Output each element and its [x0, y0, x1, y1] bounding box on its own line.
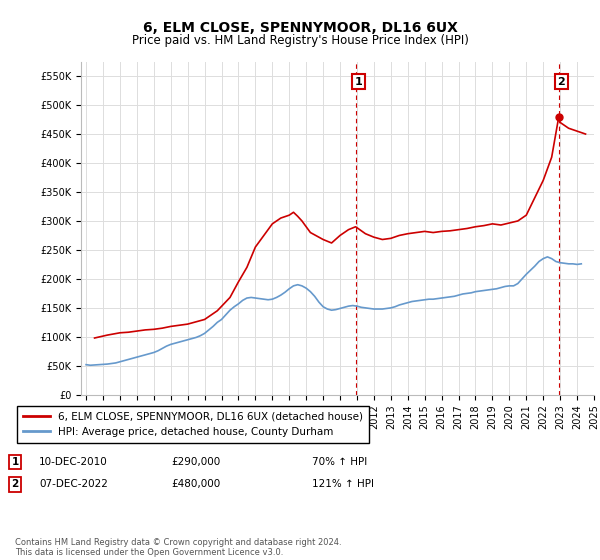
Legend: 6, ELM CLOSE, SPENNYMOOR, DL16 6UX (detached house), HPI: Average price, detache: 6, ELM CLOSE, SPENNYMOOR, DL16 6UX (deta…: [17, 405, 369, 444]
Text: £480,000: £480,000: [171, 479, 220, 489]
Text: 121% ↑ HPI: 121% ↑ HPI: [312, 479, 374, 489]
Text: Contains HM Land Registry data © Crown copyright and database right 2024.
This d: Contains HM Land Registry data © Crown c…: [15, 538, 341, 557]
Text: 2: 2: [11, 479, 19, 489]
Text: 6, ELM CLOSE, SPENNYMOOR, DL16 6UX: 6, ELM CLOSE, SPENNYMOOR, DL16 6UX: [143, 21, 457, 35]
Text: 2: 2: [557, 77, 565, 87]
Text: 1: 1: [11, 457, 19, 467]
Text: 10-DEC-2010: 10-DEC-2010: [39, 457, 108, 467]
Text: £290,000: £290,000: [171, 457, 220, 467]
Text: 1: 1: [354, 77, 362, 87]
Text: Price paid vs. HM Land Registry's House Price Index (HPI): Price paid vs. HM Land Registry's House …: [131, 34, 469, 46]
Text: 70% ↑ HPI: 70% ↑ HPI: [312, 457, 367, 467]
Text: 07-DEC-2022: 07-DEC-2022: [39, 479, 108, 489]
